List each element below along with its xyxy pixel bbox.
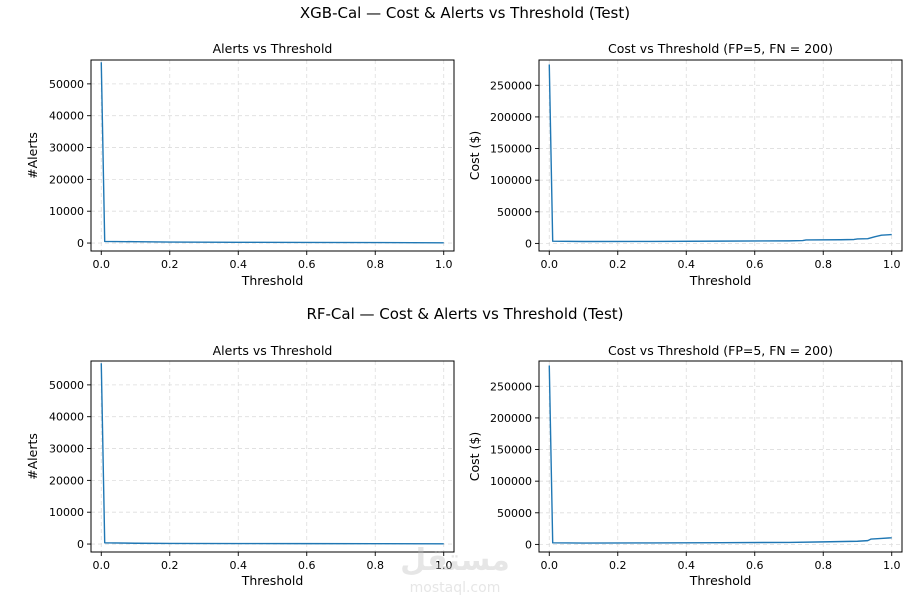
x-axis-label: Threshold: [241, 573, 304, 588]
x-tick-label: 1.0: [435, 559, 453, 572]
panel-rf-cost: Cost vs Threshold (FP=5, FN = 200) Thres…: [467, 343, 903, 588]
y-tick-label: 250000: [490, 79, 532, 92]
y-tick-label: 10000: [49, 506, 84, 519]
y-axis-label: #Alerts: [25, 132, 40, 179]
x-tick-label: 0.2: [161, 559, 179, 572]
y-axis-label: Cost ($): [467, 432, 482, 481]
y-tick-label: 20000: [49, 474, 84, 487]
suptitle-rf: RF-Cal — Cost & Alerts vs Threshold (Tes…: [306, 305, 623, 323]
panel-title: Cost vs Threshold (FP=5, FN = 200): [608, 343, 833, 358]
y-tick-label: 0: [525, 237, 532, 250]
x-tick-label: 0.4: [678, 258, 696, 271]
series-line: [100, 363, 444, 545]
gridlines: [91, 361, 454, 552]
y-tick-label: 20000: [49, 173, 84, 186]
x-axis-label: Threshold: [241, 273, 304, 288]
x-tick-label: 1.0: [435, 258, 453, 271]
x-tick-label: 0.8: [366, 258, 384, 271]
axes-frame: [90, 59, 455, 252]
x-tick-label: 0.4: [230, 559, 248, 572]
x-tick-label: 0.8: [814, 559, 832, 572]
y-tick-label: 30000: [49, 443, 84, 456]
y-tick-label: 0: [525, 538, 532, 551]
x-tick-label: 0.0: [93, 559, 111, 572]
x-tick-label: 0.6: [746, 258, 764, 271]
x-tick-label: 0.0: [541, 559, 559, 572]
x-axis-label: Threshold: [689, 273, 752, 288]
y-tick-label: 10000: [49, 205, 84, 218]
x-tick-label: 0.6: [298, 559, 316, 572]
y-axis-label: Cost ($): [467, 131, 482, 180]
x-tick-label: 0.0: [93, 258, 111, 271]
gridlines: [539, 60, 902, 251]
gridlines: [539, 361, 902, 552]
y-tick-label: 0: [77, 538, 84, 551]
x-tick-label: 0.4: [230, 258, 248, 271]
y-tick-label: 100000: [490, 174, 532, 187]
series-line: [100, 62, 444, 244]
x-tick-label: 0.8: [814, 258, 832, 271]
panel-rf-alerts: Alerts vs Threshold Threshold #Alerts 0.…: [25, 343, 455, 588]
axes-frame: [538, 59, 903, 252]
gridlines: [91, 60, 454, 251]
y-tick-label: 40000: [49, 411, 84, 424]
axes-frame: [90, 360, 455, 553]
x-tick-label: 0.6: [746, 559, 764, 572]
panel-title: Alerts vs Threshold: [213, 41, 333, 56]
panel-title: Cost vs Threshold (FP=5, FN = 200): [608, 41, 833, 56]
x-tick-label: 1.0: [883, 258, 901, 271]
y-tick-label: 50000: [49, 379, 84, 392]
suptitle-xgb: XGB-Cal — Cost & Alerts vs Threshold (Te…: [300, 4, 630, 22]
panel-title: Alerts vs Threshold: [213, 343, 333, 358]
series-line: [548, 64, 892, 243]
panel-xgb-alerts: Alerts vs Threshold Threshold #Alerts 0.…: [25, 41, 455, 288]
x-tick-label: 0.8: [366, 559, 384, 572]
series-line: [548, 365, 892, 544]
x-tick-label: 0.2: [609, 258, 627, 271]
y-axis-label: #Alerts: [25, 433, 40, 480]
y-tick-label: 100000: [490, 475, 532, 488]
x-axis-label: Threshold: [689, 573, 752, 588]
watermark-latin: mostaql.com: [410, 580, 501, 596]
watermark-arabic: مستقل: [400, 543, 510, 578]
axes-frame: [538, 360, 903, 553]
y-tick-label: 250000: [490, 380, 532, 393]
x-tick-label: 0.6: [298, 258, 316, 271]
y-tick-label: 150000: [490, 444, 532, 457]
x-tick-label: 0.2: [161, 258, 179, 271]
x-tick-label: 0.2: [609, 559, 627, 572]
y-tick-label: 50000: [497, 206, 532, 219]
y-tick-label: 200000: [490, 412, 532, 425]
y-tick-label: 200000: [490, 111, 532, 124]
y-tick-label: 50000: [497, 507, 532, 520]
x-tick-label: 0.4: [678, 559, 696, 572]
watermark: مستقل mostaql.com: [400, 543, 510, 596]
y-tick-label: 30000: [49, 142, 84, 155]
x-tick-label: 1.0: [883, 559, 901, 572]
y-tick-label: 150000: [490, 143, 532, 156]
y-tick-label: 0: [77, 237, 84, 250]
panel-xgb-cost: Cost vs Threshold (FP=5, FN = 200) Thres…: [467, 41, 903, 288]
x-tick-label: 0.0: [541, 258, 559, 271]
y-tick-label: 50000: [49, 78, 84, 91]
y-tick-label: 40000: [49, 110, 84, 123]
